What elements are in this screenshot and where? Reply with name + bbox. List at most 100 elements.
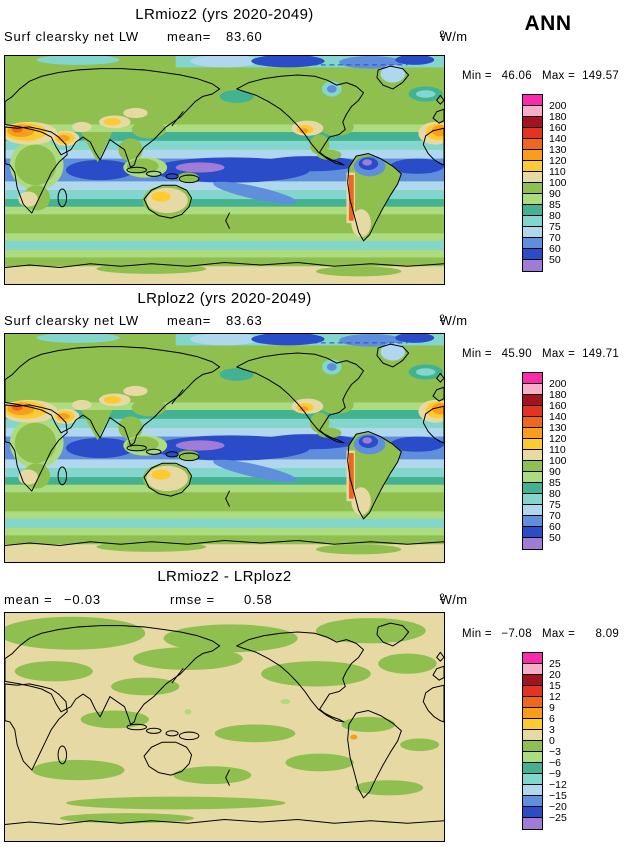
colorbar-cell (523, 664, 542, 675)
colorbar-cell (523, 384, 542, 395)
colorbar-cell (523, 653, 542, 664)
colorbar-strip (522, 652, 543, 830)
colorbar-tick-label: 75 (549, 499, 561, 511)
colorbar-cell (523, 527, 542, 538)
map-difference (4, 612, 445, 842)
colorbar-tick-label: 80 (549, 488, 561, 500)
map-lrploz2 (4, 333, 445, 563)
colorbar-cell (523, 708, 542, 719)
colorbar-cell (523, 395, 542, 406)
colorbar-tick-label: −3 (549, 746, 561, 758)
min-value: 46.06 (501, 70, 532, 82)
rmse-value: 0.58 (244, 592, 273, 607)
colorbar-tick-label: 200 (549, 100, 567, 112)
colorbar-cell (523, 505, 542, 516)
colorbar-cell (523, 260, 542, 271)
rmse-label: rmse = (170, 592, 215, 607)
colorbar-cell (523, 785, 542, 796)
panel2-subtitle-row: Surf clearsky net LW mean= 83.63 W/m 2 (4, 313, 468, 330)
colorbar-tick-label: 60 (549, 521, 561, 533)
variable-label: Surf clearsky net LW (4, 29, 139, 44)
units-label: W/m 2 (439, 29, 468, 45)
colorbar-cell (523, 675, 542, 686)
colorbar-cell (523, 406, 542, 417)
units-exponent: 2 (439, 29, 445, 39)
colorbar-cell (523, 194, 542, 205)
colorbar-tick-label: 120 (549, 433, 567, 445)
colorbar-strip (522, 372, 543, 550)
colorbar-tick-label: 85 (549, 477, 561, 489)
colorbar-cell (523, 428, 542, 439)
max-value: 149.57 (582, 70, 620, 82)
colorbar-cell (523, 818, 542, 829)
panel1-title: LRmioz2 (yrs 2020-2049) (135, 6, 314, 23)
min-value: 45.90 (501, 348, 532, 360)
panel3-minmax: Min = −7.08 Max = 8.09 (462, 628, 619, 640)
colorbar-tick-label: 140 (549, 411, 567, 423)
max-label: Max = (541, 70, 576, 82)
colorbar-cell (523, 227, 542, 238)
colorbar-tick-label: 100 (549, 455, 567, 467)
colorbar-tick-label: 3 (549, 724, 555, 736)
colorbar-tick-label: 50 (549, 254, 561, 266)
mean-value: −0.03 (64, 592, 101, 607)
colorbar-tick-label: 25 (549, 658, 561, 670)
colorbar-tick-label: 90 (549, 188, 561, 200)
colorbar-tick-label: −6 (549, 757, 561, 769)
colorbar-tick-label: 80 (549, 210, 561, 222)
units-label: W/m 2 (439, 313, 468, 329)
colorbar-cell (523, 686, 542, 697)
season-label: ANN (524, 12, 572, 35)
continent-outlines (5, 65, 444, 269)
colorbar-tick-label: −20 (549, 801, 567, 813)
colorbar-cell (523, 752, 542, 763)
units-label: W/m 2 (439, 592, 468, 608)
max-value: 149.71 (582, 348, 620, 360)
colorbar-tick-label: 110 (549, 166, 566, 178)
min-label: Min = (462, 628, 492, 640)
colorbar-tick-label: 20 (549, 669, 561, 681)
colorbar-cell (523, 763, 542, 774)
colorbar-tick-label: 180 (549, 389, 567, 401)
colorbar-tick-label: 90 (549, 466, 561, 478)
panel2-minmax: Min = 45.90 Max = 149.71 (462, 348, 619, 360)
colorbar-cell (523, 741, 542, 752)
colorbar-cell (523, 183, 542, 194)
colorbar-tick-label: 160 (549, 122, 567, 134)
units-base: W/m (439, 313, 468, 328)
panel3-title: LRmioz2 - LRploz2 (157, 568, 292, 585)
colorbar-cell (523, 439, 542, 450)
panel1-minmax: Min = 46.06 Max = 149.57 (462, 70, 619, 82)
colorbar-tick-label: 130 (549, 144, 567, 156)
colorbar-cell (523, 730, 542, 741)
colorbar-tick-label: 85 (549, 199, 561, 211)
panel2-title: LRploz2 (yrs 2020-2049) (137, 290, 312, 307)
colorbar-cell (523, 538, 542, 549)
colorbar-cell (523, 95, 542, 106)
colorbar-cell (523, 450, 542, 461)
colorbar-tick-label: 9 (549, 702, 555, 714)
colorbar-cell (523, 483, 542, 494)
colorbar-tick-label: 120 (549, 155, 567, 167)
colorbar-tick-label: 160 (549, 400, 567, 412)
units-exponent: 2 (439, 592, 445, 602)
colorbar-tick-label: 12 (549, 691, 561, 703)
colorbar-cell (523, 216, 542, 227)
max-label: Max = (541, 348, 576, 360)
mean-label: mean= (167, 29, 212, 44)
colorbar-cell (523, 117, 542, 128)
colorbar-cell (523, 417, 542, 428)
colorbar-tick-label: 130 (549, 422, 567, 434)
colorbar-cell (523, 774, 542, 785)
colorbar-cell (523, 461, 542, 472)
colorbar-cell (523, 373, 542, 384)
units-exponent: 2 (439, 313, 445, 323)
colorbar-cell (523, 719, 542, 730)
colorbar-cell (523, 128, 542, 139)
colorbar-tick-label: 60 (549, 243, 561, 255)
colorbar-cell (523, 238, 542, 249)
colorbar-tick-label: 180 (549, 111, 567, 123)
colorbar-cell (523, 150, 542, 161)
units-base: W/m (439, 592, 468, 607)
